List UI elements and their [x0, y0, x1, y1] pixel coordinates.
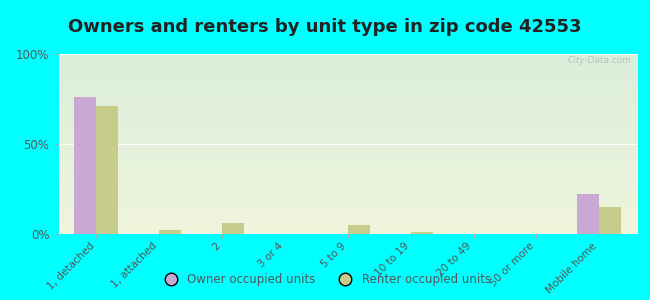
- Text: City-Data.com: City-Data.com: [567, 56, 631, 65]
- Bar: [348, 225, 370, 234]
- Bar: [222, 223, 244, 234]
- Bar: [159, 230, 181, 234]
- Bar: [599, 207, 621, 234]
- Text: Owners and renters by unit type in zip code 42553: Owners and renters by unit type in zip c…: [68, 18, 582, 36]
- Legend: Owner occupied units, Renter occupied units: Owner occupied units, Renter occupied un…: [154, 269, 496, 291]
- Bar: [74, 97, 96, 234]
- Bar: [411, 232, 433, 234]
- Bar: [577, 194, 599, 234]
- Bar: [96, 106, 118, 234]
